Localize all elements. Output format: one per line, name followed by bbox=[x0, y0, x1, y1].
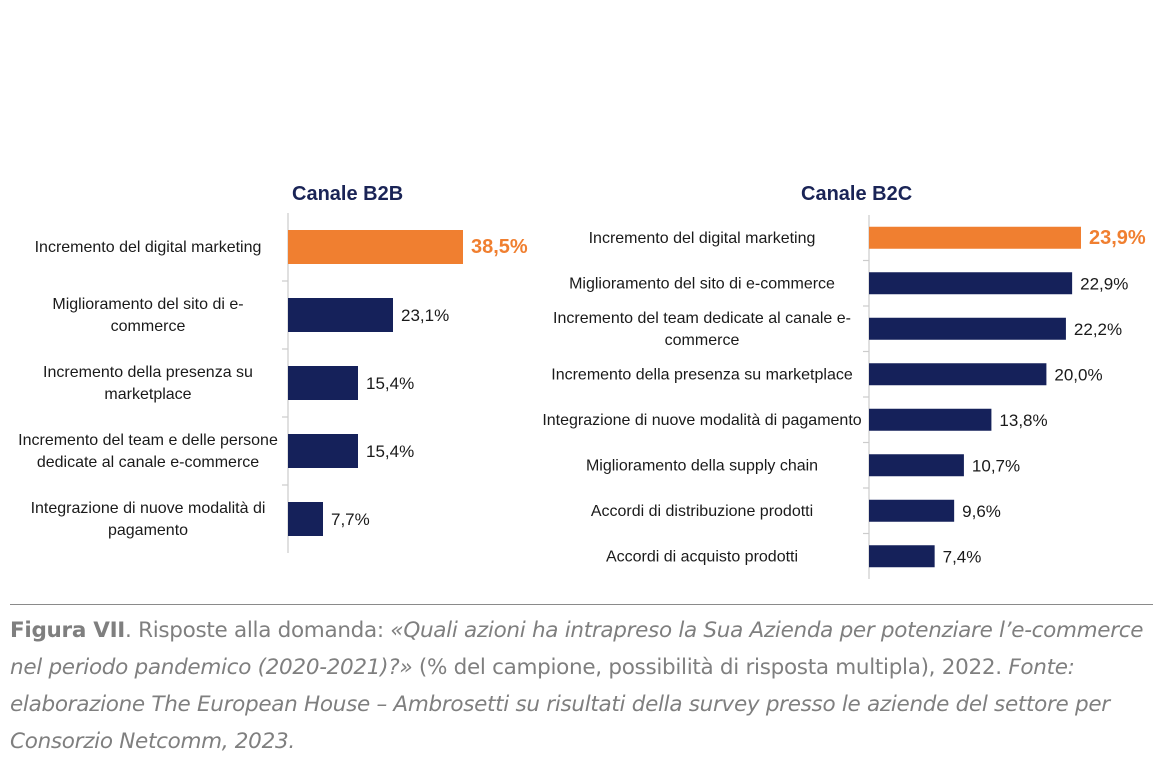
caption-text-2: (% del campione, possibilità di risposta… bbox=[412, 655, 1009, 680]
b2b-value-label: 7,7% bbox=[331, 510, 370, 529]
b2c-category-label: Incremento della presenza su marketplace bbox=[551, 366, 853, 383]
b2c-category-label: Miglioramento della supply chain bbox=[586, 457, 818, 474]
b2c-category-label: Accordi di acquisto prodotti bbox=[606, 548, 798, 565]
b2b-value-label: 23,1% bbox=[401, 306, 449, 325]
b2c-chart-title: Canale B2C bbox=[801, 183, 913, 205]
caption-source: Fonte: elaborazione The European House –… bbox=[10, 655, 1110, 754]
b2b-category-label: Miglioramento del sito di e-commerce bbox=[52, 296, 243, 335]
b2c-value-label: 22,2% bbox=[1074, 320, 1122, 339]
b2c-bar bbox=[869, 545, 935, 568]
b2c-bar bbox=[869, 226, 1081, 249]
caption-text-1: . Risposte alla domanda: bbox=[125, 618, 391, 643]
b2b-bar-chart: 38,5% Incremento del digital marketing 23,… bbox=[18, 213, 528, 553]
b2c-value-label: 10,7% bbox=[972, 456, 1020, 475]
b2c-bar bbox=[869, 363, 1047, 386]
b2b-value-label: 38,5% bbox=[471, 236, 528, 258]
b2c-value-label: 23,9% bbox=[1089, 227, 1146, 249]
b2c-bar bbox=[869, 272, 1073, 295]
b2b-category-label: Incremento del team e delle persone dedic… bbox=[18, 432, 278, 471]
b2c-bar bbox=[869, 499, 955, 522]
b2c-value-label: 9,6% bbox=[962, 502, 1001, 521]
b2b-chart-title: Canale B2B bbox=[292, 183, 404, 205]
b2c-bar-chart: 23,9% Incremento del digital marketing 22,… bbox=[542, 215, 1146, 579]
b2c-category-label: Accordi di distribuzione prodotti bbox=[591, 503, 813, 520]
b2c-bar bbox=[869, 454, 964, 477]
b2c-category-label: Incremento del team dedicate al canale e… bbox=[553, 310, 851, 349]
b2c-category-label: Integrazione di nuove modalità di pagame… bbox=[542, 412, 861, 429]
b2c-value-label: 13,8% bbox=[999, 411, 1047, 430]
b2b-bar bbox=[288, 230, 463, 264]
b2b-value-label: 15,4% bbox=[366, 374, 414, 393]
b2c-bar bbox=[869, 408, 992, 431]
b2b-bar bbox=[288, 502, 323, 536]
figure-caption: Figura VII. Risposte alla domanda: «Qual… bbox=[10, 612, 1155, 760]
b2c-value-label: 22,9% bbox=[1080, 274, 1128, 293]
b2c-value-label: 20,0% bbox=[1054, 365, 1102, 384]
b2c-category-label: Incremento del digital marketing bbox=[589, 230, 816, 247]
b2c-bar bbox=[869, 317, 1066, 340]
caption-question: «Quali azioni ha intrapreso la Sua Azien… bbox=[10, 618, 1144, 680]
b2b-value-label: 15,4% bbox=[366, 442, 414, 461]
b2b-bar bbox=[288, 366, 358, 400]
b2c-category-label: Miglioramento del sito di e-commerce bbox=[569, 275, 835, 292]
b2b-category-label: Incremento della presenza su marketplace bbox=[43, 364, 253, 403]
caption-label: Figura VII bbox=[10, 618, 125, 643]
b2b-bar bbox=[288, 298, 393, 332]
b2b-category-label: Integrazione di nuove modalità di pagamen… bbox=[31, 500, 266, 539]
b2b-bar bbox=[288, 434, 358, 468]
caption-divider bbox=[10, 604, 1153, 605]
b2c-value-label: 7,4% bbox=[943, 547, 982, 566]
b2b-category-label: Incremento del digital marketing bbox=[35, 239, 262, 256]
